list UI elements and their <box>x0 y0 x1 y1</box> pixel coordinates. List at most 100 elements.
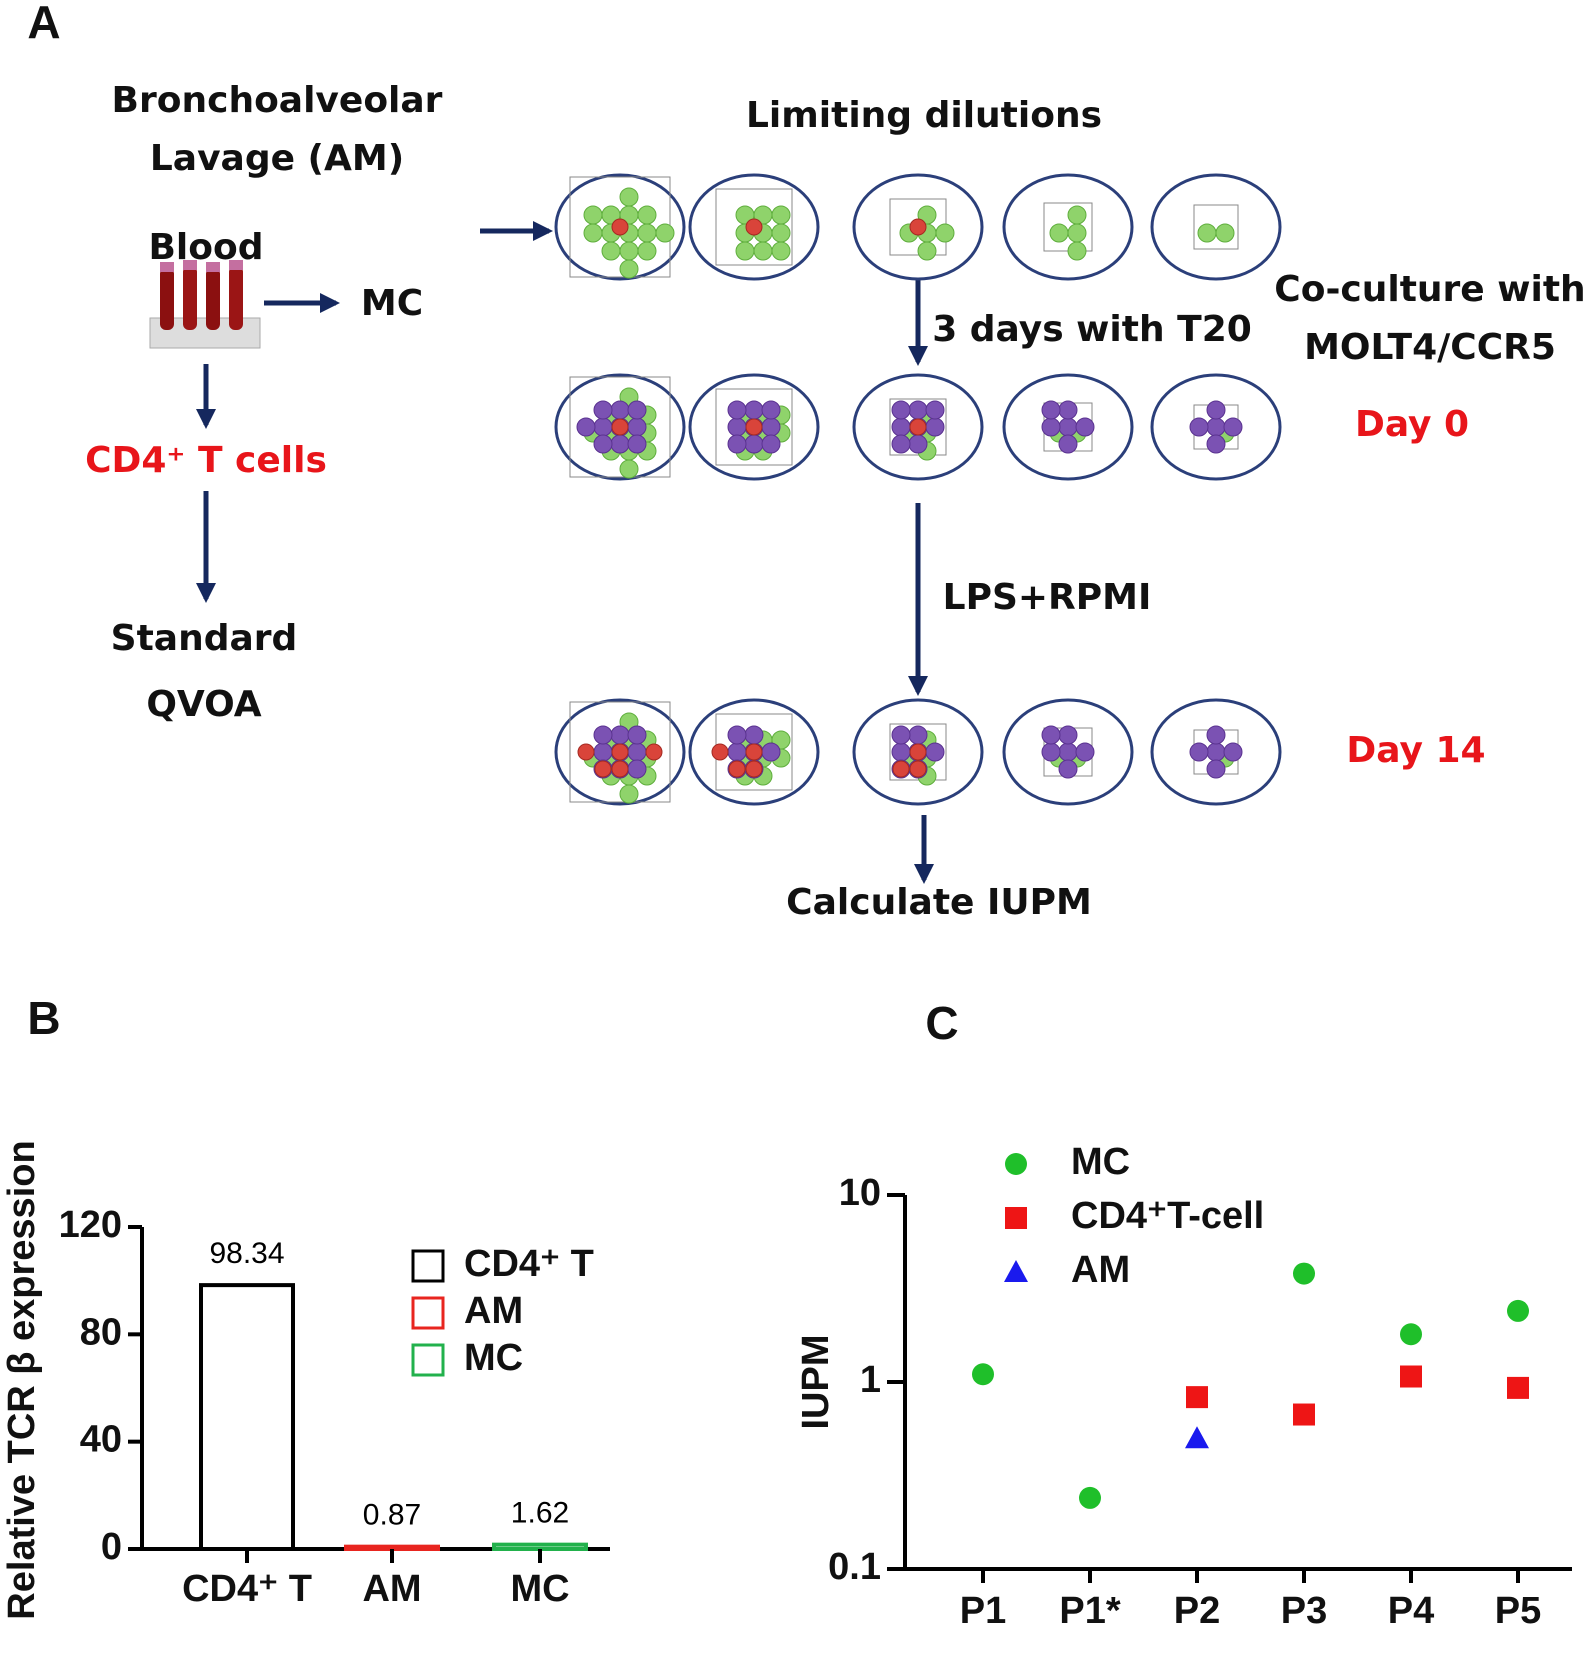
cell <box>891 417 911 437</box>
cell <box>908 434 928 454</box>
legend-swatch <box>411 1296 445 1330</box>
y-tick-label: 120 <box>59 1204 122 1246</box>
legend-swatch <box>411 1343 445 1377</box>
cell <box>627 725 647 745</box>
cell <box>1197 223 1217 243</box>
cell <box>611 760 629 778</box>
source-text: Bronchoalveolar <box>112 80 443 121</box>
wells <box>554 173 1282 806</box>
value-label: 1.62 <box>511 1497 569 1530</box>
cell <box>1206 759 1226 779</box>
cell <box>593 725 613 745</box>
cd4-text: CD4⁺ T cells <box>85 440 327 481</box>
x-tick-label: P4 <box>1388 1590 1434 1632</box>
legend-marker <box>1005 1207 1027 1229</box>
y-axis-label: Relative TCR β expression <box>1 1140 43 1619</box>
cell <box>1067 223 1087 243</box>
cell <box>909 218 927 236</box>
x-tick-label: CD4⁺ T <box>182 1568 312 1610</box>
well-frame <box>889 723 947 781</box>
cell <box>1075 417 1095 437</box>
mc-text: MC <box>361 283 423 324</box>
legend-label: AM <box>464 1290 523 1332</box>
y-axis-label: IUPM <box>795 1335 837 1430</box>
panel-a: A Bronchoalveolar Lavage (AM) Blood MC C… <box>27 0 1585 923</box>
coculture-text: MOLT4/CCR5 <box>1304 327 1556 368</box>
cell <box>744 725 764 745</box>
legend-marker <box>1004 1260 1028 1282</box>
cell <box>593 417 613 437</box>
panel-label: C <box>925 997 958 1049</box>
x-tick-label: P5 <box>1495 1590 1541 1632</box>
cell <box>610 725 630 745</box>
cell <box>627 759 647 779</box>
well <box>1150 173 1282 281</box>
well-frame <box>1193 204 1239 250</box>
cell <box>1058 417 1078 437</box>
cell <box>891 725 911 745</box>
point <box>1185 1426 1209 1449</box>
cell <box>593 742 613 762</box>
x-tick-label: P1 <box>960 1590 1006 1632</box>
blood-text: Blood <box>148 227 263 268</box>
legend-swatch <box>411 1249 445 1283</box>
qvoa-text: QVOA <box>146 684 261 725</box>
cell <box>1206 742 1226 762</box>
bar <box>344 1544 440 1552</box>
x-tick-label: AM <box>362 1568 421 1610</box>
cell <box>735 241 755 261</box>
legend-label: MC <box>1071 1141 1130 1183</box>
cell <box>619 241 639 261</box>
cell <box>909 743 927 761</box>
panel-label: A <box>27 0 60 48</box>
well <box>1002 173 1134 281</box>
point <box>1293 1403 1315 1426</box>
cell <box>1075 742 1095 762</box>
well-frame <box>715 188 793 266</box>
cell <box>1189 417 1209 437</box>
cell <box>645 743 663 761</box>
cell <box>711 743 729 761</box>
cell <box>1189 742 1209 762</box>
cell <box>917 241 937 261</box>
cell <box>1223 417 1243 437</box>
cell <box>1041 400 1061 420</box>
charts: B Relative TCR β expression 0 40 80 120 98.34 C… <box>1 992 1572 1632</box>
cell <box>619 259 639 279</box>
cell <box>601 241 621 261</box>
day-text: Day 0 <box>1355 404 1469 445</box>
cell <box>909 418 927 436</box>
legend-label: AM <box>1071 1249 1130 1291</box>
cell <box>1041 742 1061 762</box>
cell <box>771 205 791 225</box>
cell <box>637 205 657 225</box>
x-tick-label: P2 <box>1174 1590 1220 1632</box>
cell <box>627 417 647 437</box>
cell <box>655 223 675 243</box>
cell <box>619 187 639 207</box>
cell <box>728 760 746 778</box>
cell <box>1058 742 1078 762</box>
cell <box>925 400 945 420</box>
point <box>1400 1323 1422 1346</box>
legend-label: MC <box>464 1337 523 1379</box>
point <box>1507 1299 1529 1322</box>
cell <box>1049 223 1069 243</box>
cell <box>1206 400 1226 420</box>
cell <box>1058 434 1078 454</box>
x-tick-label: MC <box>510 1568 569 1610</box>
cell <box>1067 241 1087 261</box>
step-text: 3 days with T20 <box>932 309 1252 350</box>
cell <box>727 434 747 454</box>
cell <box>583 205 603 225</box>
cell <box>619 784 639 804</box>
panel-label: B <box>27 992 60 1044</box>
point <box>1293 1262 1315 1285</box>
cell <box>627 742 647 762</box>
point <box>1079 1486 1101 1509</box>
coculture-text: Co-culture with <box>1274 269 1585 310</box>
cell <box>753 241 773 261</box>
day-text: Day 14 <box>1346 730 1485 771</box>
y-tick-label: 0 <box>101 1526 122 1568</box>
